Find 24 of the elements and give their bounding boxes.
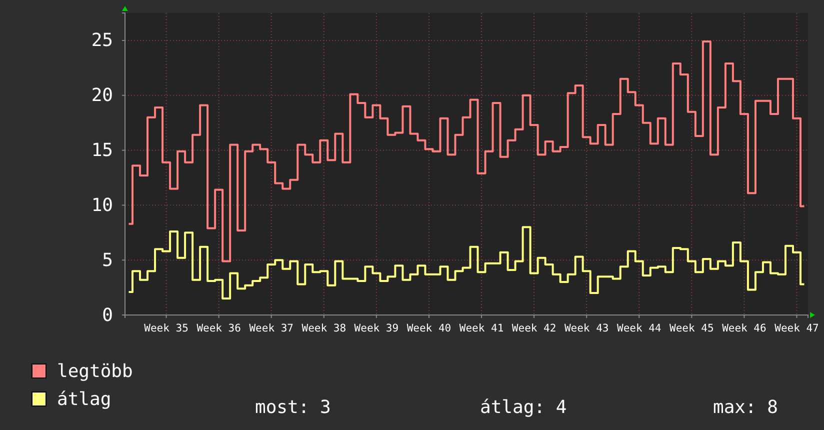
x-tick-label: Week 47: [774, 322, 819, 334]
x-tick-label: Week 44: [616, 322, 662, 334]
x-tick-label: Week 37: [249, 322, 294, 334]
x-tick-label: Week 36: [196, 322, 241, 334]
x-tick-label: Week 43: [564, 322, 609, 334]
x-tick-label: Week 45: [670, 322, 714, 334]
y-tick-label: 0: [102, 304, 113, 326]
x-tick-label: Week 41: [459, 322, 504, 334]
text: most: 3: [255, 397, 331, 418]
legend-label: átlag: [57, 389, 112, 410]
y-tick-label: 5: [102, 250, 113, 271]
x-tick-label: Week 35: [144, 322, 188, 334]
y-tick-label: 15: [91, 140, 113, 162]
legend-label: legtöbb: [57, 361, 133, 382]
x-tick-label: Week 40: [406, 322, 452, 334]
x-tick-label: Week 38: [302, 322, 346, 334]
text: max: 8: [713, 397, 778, 418]
text: átlag: 4: [480, 397, 567, 418]
y-tick-label: 10: [91, 194, 113, 216]
x-tick-label: Week 42: [512, 322, 556, 334]
y-tick-label: 20: [91, 85, 113, 106]
x-tick-label: Week 39: [354, 322, 399, 334]
x-tick-label: Week 46: [722, 322, 766, 334]
y-tick-label: 25: [91, 30, 113, 52]
